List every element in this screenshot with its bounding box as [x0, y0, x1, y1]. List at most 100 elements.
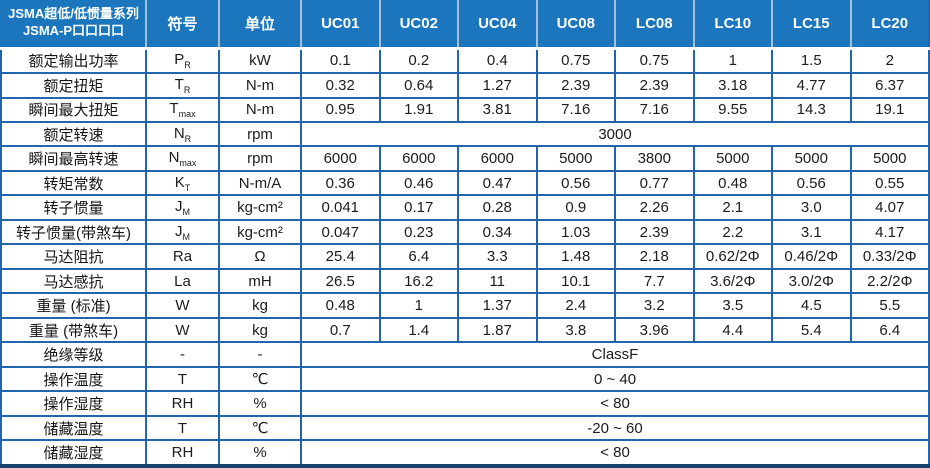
symbol-subscript: M: [182, 231, 191, 242]
spec-row: 瞬间最大扭矩 Tmax N-m 0.95 1.91 3.81 7.16 7.16 9.55 14.…: [0, 96, 930, 124]
spec-value: 3.2: [614, 292, 695, 319]
spec-value: 0.56: [771, 169, 852, 197]
spec-unit: Ω: [218, 243, 302, 270]
spec-value: 6.37: [849, 71, 930, 99]
spec-symbol: RH: [145, 439, 220, 468]
spec-unit: N-m: [218, 96, 302, 124]
spec-value: 14.3: [771, 96, 852, 124]
spec-value: 3.18: [692, 71, 773, 99]
spec-unit: kg: [218, 316, 302, 344]
spec-value: 0.77: [614, 169, 695, 197]
spec-value: 10.1: [535, 267, 616, 295]
spec-symbol: TR: [145, 71, 220, 99]
symbol-subscript: max: [179, 158, 197, 169]
spec-value-merged: 0 ~ 40: [300, 365, 930, 393]
spec-symbol: RH: [145, 390, 220, 417]
spec-value: 0.48: [300, 292, 381, 319]
spec-row: 操作湿度 RH% < 80: [0, 390, 930, 417]
spec-unit: %: [218, 390, 302, 417]
spec-row: 转矩常数 KT N-m/A 0.36 0.46 0.47 0.56 0.77 0.48 0.56 0…: [0, 169, 930, 197]
spec-value: 0.041: [300, 194, 381, 221]
spec-unit: mH: [218, 267, 302, 295]
spec-value: 2.2: [692, 218, 773, 246]
symbol-column-header: 符号: [145, 0, 219, 50]
symbol-subscript: R: [183, 84, 191, 95]
spec-value: 6000: [378, 145, 459, 172]
spec-unit: rpm: [218, 120, 302, 148]
spec-value: 0.33/2Φ: [849, 243, 930, 270]
spec-value: 0.1: [300, 46, 381, 75]
spec-value: 19.1: [849, 96, 930, 124]
spec-value: 1.5: [771, 46, 852, 75]
spec-symbol: W: [145, 292, 220, 319]
spec-value: 5.4: [771, 316, 852, 344]
spec-symbol: Ra: [145, 243, 220, 270]
spec-table-body: 额定输出功率 PR kW 0.1 0.2 0.4 0.75 0.75 1 1.5 2 额定扭矩 TR N-…: [0, 46, 930, 468]
spec-unit: rpm: [218, 145, 302, 172]
spec-label: 马达感抗: [0, 267, 147, 295]
spec-value: 6.4: [378, 243, 459, 270]
spec-value: 3.0: [771, 194, 852, 221]
spec-value: 0.56: [535, 169, 616, 197]
spec-symbol: T: [145, 414, 220, 442]
spec-value: 0.75: [535, 46, 616, 75]
spec-unit: ℃: [218, 365, 302, 393]
symbol-base: T: [169, 100, 179, 118]
symbol-subscript: M: [182, 207, 191, 218]
spec-label: 绝缘等级: [0, 341, 147, 368]
spec-value: 0.95: [300, 96, 381, 124]
spec-value-merged: < 80: [300, 390, 930, 417]
model-column-header-lc15: LC15: [771, 0, 851, 50]
symbol-subscript: R: [184, 60, 191, 71]
spec-row: 绝缘等级 - - ClassF: [0, 341, 930, 368]
header-row: JSMA超低/低惯量系列 JSMA-P口口口口 符号 单位 UC01 UC02 UC…: [0, 0, 929, 50]
spec-value: 1.4: [378, 316, 459, 344]
spec-label: 额定转速: [0, 120, 147, 148]
spec-symbol: JM: [145, 218, 220, 246]
symbol-base: T: [177, 370, 188, 388]
spec-value: 2.1: [692, 194, 773, 221]
spec-row: 额定转速 NR rpm 3000: [0, 120, 930, 148]
spec-value: 4.77: [771, 71, 852, 99]
symbol-subscript: T: [184, 182, 191, 193]
spec-symbol: La: [145, 267, 220, 295]
spec-value: 25.4: [300, 243, 381, 270]
spec-row: 储藏温度 T ℃ -20 ~ 60: [0, 414, 930, 442]
spec-value: 3.5: [692, 292, 773, 319]
spec-symbol: NR: [145, 120, 220, 148]
spec-unit: kg-cm²: [218, 218, 302, 246]
symbol-base: -: [180, 346, 185, 364]
spec-value: 3.81: [457, 96, 538, 124]
spec-value: 0.75: [614, 46, 695, 75]
spec-value: 3.3: [457, 243, 538, 270]
spec-label: 操作温度: [0, 365, 147, 393]
spec-value: 2.2/2Φ: [849, 267, 930, 295]
spec-value: 1.48: [535, 243, 616, 270]
spec-value: 1.03: [535, 218, 616, 246]
spec-value: 3.96: [614, 316, 695, 344]
spec-value: 3.0/2Φ: [771, 267, 852, 295]
series-title-line2: JSMA-P口口口口: [22, 23, 125, 39]
spec-value: 1.27: [457, 71, 538, 99]
spec-value: 0.17: [378, 194, 459, 221]
spec-value: 4.17: [849, 218, 930, 246]
spec-value: 2: [849, 46, 930, 75]
symbol-base: P: [174, 51, 185, 69]
spec-value: 6000: [300, 145, 381, 172]
model-column-header-uc04: UC04: [457, 0, 537, 50]
spec-value: 0.46/2Φ: [771, 243, 852, 270]
spec-value: 5000: [771, 145, 852, 172]
spec-value: 0.62/2Φ: [692, 243, 773, 270]
spec-unit: kg: [218, 292, 302, 319]
spec-value-merged: 3000: [300, 120, 930, 148]
spec-label: 储藏温度: [0, 414, 147, 442]
spec-row: 瞬间最高转速 Nmax rpm 6000 6000 6000 5000 3800 5000 500…: [0, 145, 930, 172]
spec-value: 0.36: [300, 169, 381, 197]
spec-value: 9.55: [692, 96, 773, 124]
model-column-header-uc01: UC01: [300, 0, 380, 50]
spec-unit: -: [218, 341, 302, 368]
spec-symbol: W: [145, 316, 220, 344]
spec-value-merged: ClassF: [300, 341, 930, 368]
spec-value: 0.7: [300, 316, 381, 344]
symbol-subscript: R: [184, 133, 192, 144]
